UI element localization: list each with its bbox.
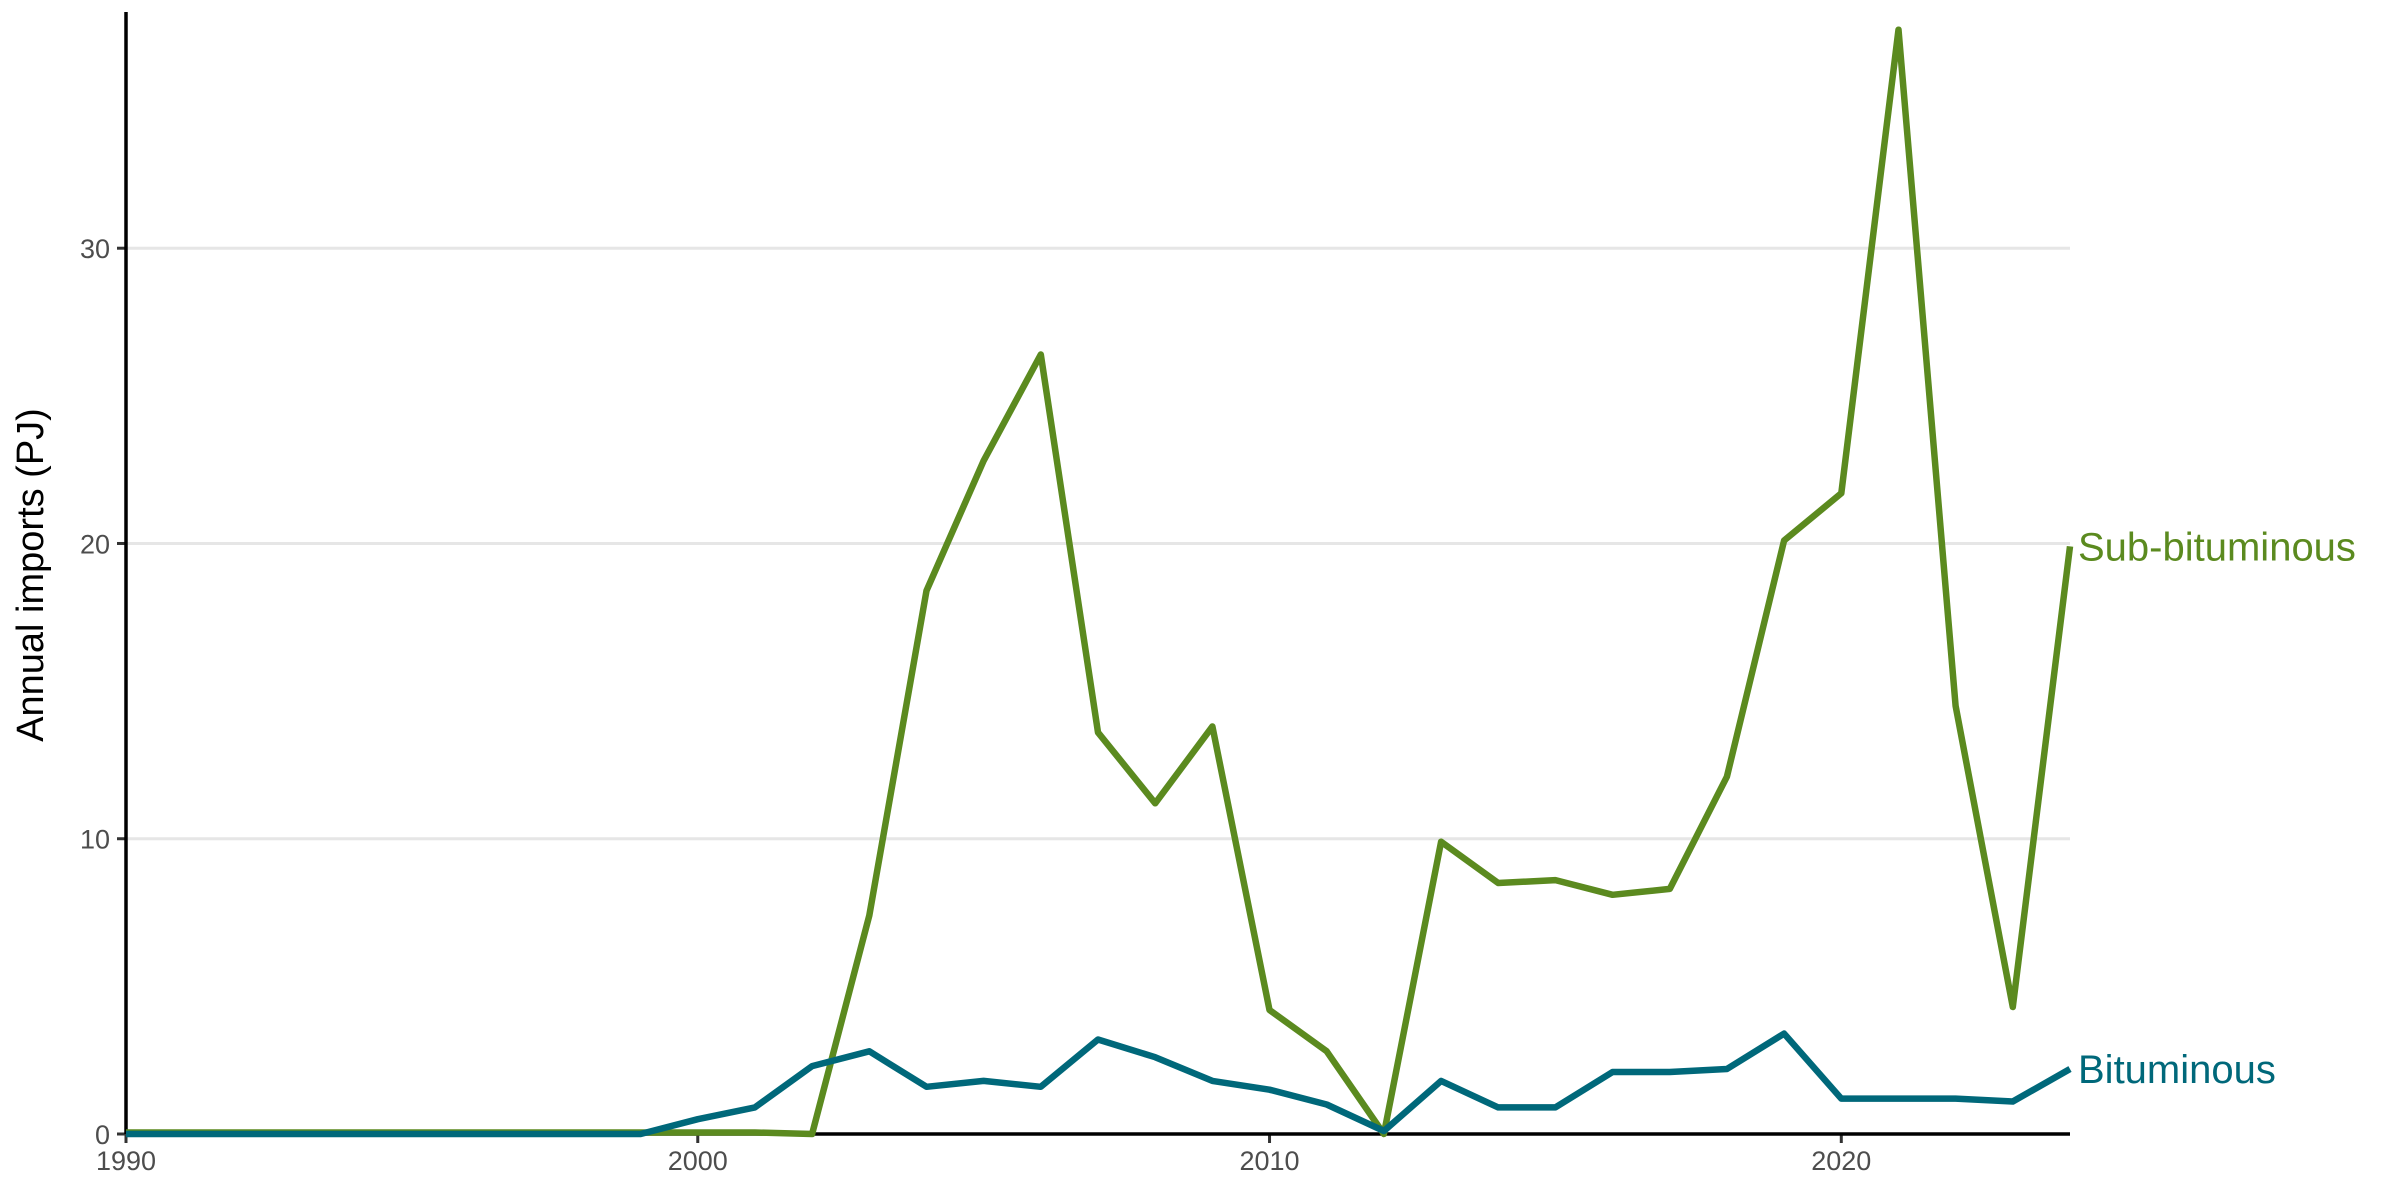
series-labels: Sub-bituminous Bituminous bbox=[2078, 525, 2356, 1092]
x-tick-label-2000: 2000 bbox=[668, 1146, 728, 1176]
y-axis-title: Annual imports (PJ) bbox=[10, 408, 52, 742]
y-tick-label-20: 20 bbox=[80, 529, 110, 559]
x-tick-label-1990: 1990 bbox=[96, 1146, 156, 1176]
y-tick-label-0: 0 bbox=[95, 1120, 110, 1150]
gridlines bbox=[126, 246, 2070, 841]
series-lines bbox=[126, 26, 2074, 1138]
x-tick-label-2020: 2020 bbox=[1811, 1146, 1871, 1176]
y-tick-label-10: 10 bbox=[80, 825, 110, 855]
x-tick-label-2010: 2010 bbox=[1239, 1146, 1299, 1176]
y-tick-label-30: 30 bbox=[80, 234, 110, 264]
series-line-bituminous bbox=[126, 1030, 2072, 1138]
series-label-bituminous: Bituminous bbox=[2078, 1048, 2276, 1092]
series-label-sub-bituminous: Sub-bituminous bbox=[2078, 525, 2356, 569]
series-line-sub-bituminous bbox=[126, 26, 2074, 1138]
